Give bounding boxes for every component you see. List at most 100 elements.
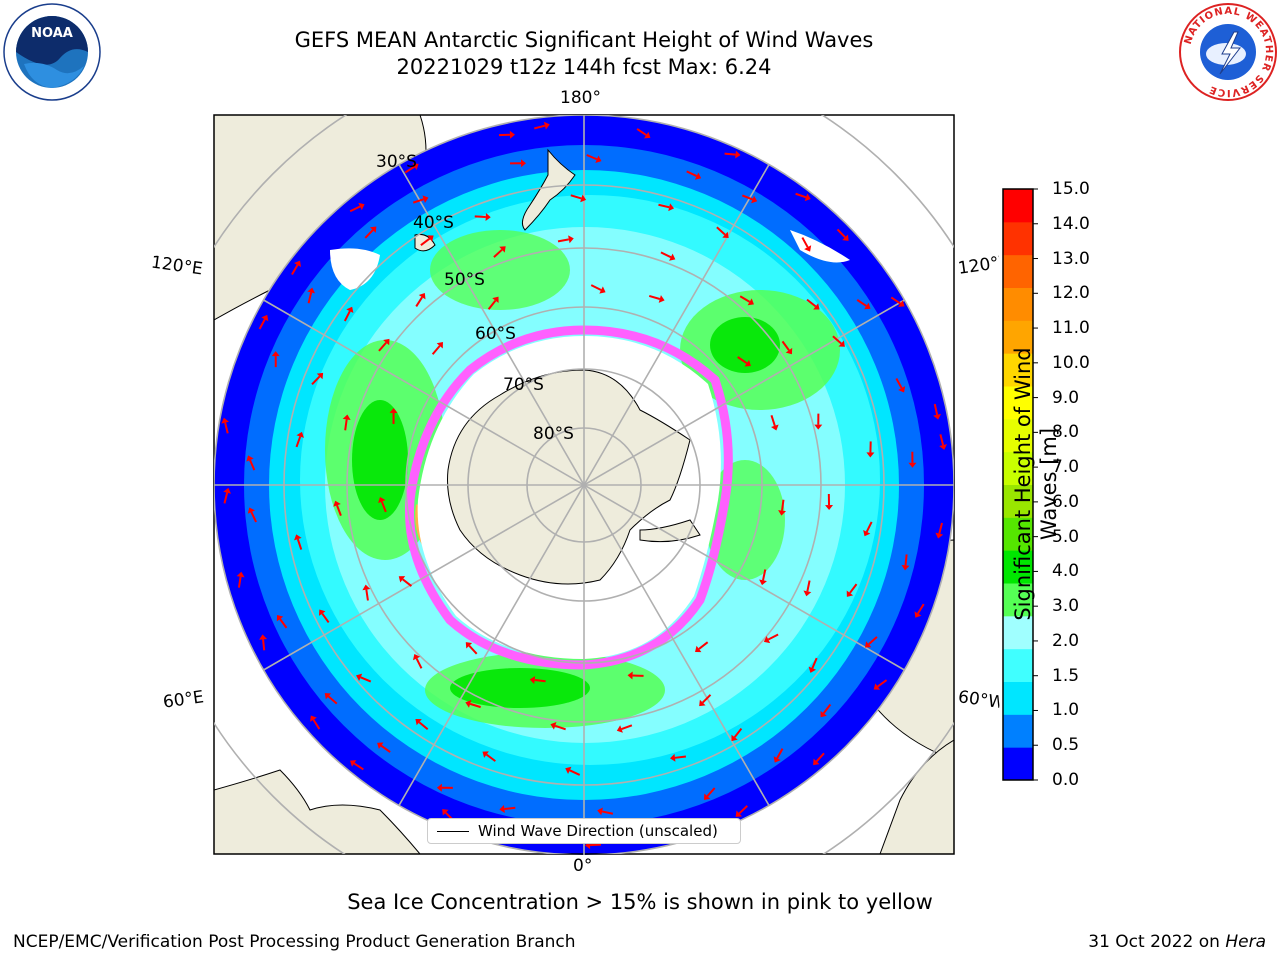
colorbar-tick-label: 9.0 <box>1052 387 1080 408</box>
wind-wave-arrow <box>570 194 587 203</box>
wind-wave-arrow <box>510 159 527 168</box>
colorbar-tick-label: 14.0 <box>1052 213 1090 234</box>
colorbar-tick-label: 1.5 <box>1052 665 1080 686</box>
wind-wave-arrow <box>914 603 925 618</box>
wind-wave-arrow <box>865 636 878 648</box>
wind-wave-arrow <box>856 299 871 310</box>
colorbar-swatch <box>1003 418 1033 453</box>
wind-wave-arrow <box>873 679 888 690</box>
colorbar <box>1002 188 1038 781</box>
colorbar-swatch <box>1003 747 1033 781</box>
nws-logo: NATIONAL WEATHER SERVICE <box>1179 3 1277 101</box>
wind-wave-arrow <box>389 407 398 424</box>
wind-wave-arrow <box>493 246 506 258</box>
wind-wave-arrow <box>533 121 550 130</box>
wind-wave-arrow <box>724 150 741 159</box>
wind-wave-arrow <box>259 634 268 651</box>
colorbar-tick-label: 0.0 <box>1052 770 1080 790</box>
wind-wave-arrow <box>236 571 245 588</box>
wind-wave-arrow <box>436 783 453 792</box>
wind-wave-arrow <box>808 657 818 673</box>
wind-wave-arrow <box>247 507 257 523</box>
wind-wave-arrow <box>246 455 256 471</box>
wind-wave-arrow <box>291 260 301 275</box>
colorbar-tick-label: 5.0 <box>1052 526 1080 547</box>
footer-date: 31 Oct 2022 on Hera <box>1088 932 1266 952</box>
wind-wave-arrow <box>939 434 947 450</box>
wind-wave-arrow <box>770 414 779 431</box>
wind-wave-arrow <box>863 521 873 537</box>
wind-wave-arrow <box>935 522 944 539</box>
colorbar-label: Significant Height of Wind Waves [m] <box>1011 347 1061 621</box>
noaa-logo-text: NOAA <box>31 26 73 41</box>
colorbar-tick-label: 13.0 <box>1052 248 1090 269</box>
colorbar-tick-label: 15.0 <box>1052 179 1090 199</box>
lon-label-0: 0° <box>573 856 593 876</box>
wind-wave-arrow <box>933 403 942 420</box>
wind-wave-arrow <box>378 338 390 352</box>
wind-wave-arrow <box>836 228 849 241</box>
wind-wave-arrow <box>699 694 712 707</box>
colorbar-swatch <box>1003 583 1033 617</box>
wind-wave-arrow <box>318 609 330 624</box>
wind-wave-arrow <box>474 212 491 221</box>
colorbar-swatch <box>1003 221 1033 256</box>
wind-wave-arrow <box>781 340 793 355</box>
wind-wave-arrow <box>412 654 423 669</box>
colorbar-tick-label: 8.0 <box>1052 422 1080 443</box>
wind-wave-arrow <box>739 295 754 306</box>
legend-line-sample <box>437 831 469 832</box>
colorbar-swatch <box>1003 550 1033 584</box>
wind-wave-arrow <box>362 584 371 601</box>
colorbar-swatch <box>1003 681 1033 715</box>
lat-label-50s: 50°S <box>444 270 485 290</box>
wind-wave-arrow <box>324 693 338 705</box>
wind-wave-arrow <box>223 487 232 504</box>
wind-wave-arrow <box>627 671 644 680</box>
wind-wave-arrow <box>616 724 633 733</box>
wind-wave-arrow <box>716 226 729 239</box>
wind-wave-arrow <box>431 342 443 355</box>
colorbar-swatch <box>1003 451 1033 485</box>
wind-wave-arrow <box>648 294 665 303</box>
wind-wave-arrow <box>735 805 748 817</box>
wind-wave-arrow <box>586 154 602 163</box>
wind-wave-arrow <box>731 727 743 742</box>
wind-wave-arrow <box>349 202 365 213</box>
colorbar-swatch <box>1003 320 1033 354</box>
wind-wave-arrow <box>820 703 832 718</box>
colorbar-swatch <box>1003 287 1033 321</box>
wind-wave-arrow <box>806 298 820 310</box>
colorbar-tick-label: 0.5 <box>1052 735 1080 756</box>
colorbar-tick-label: 7.0 <box>1052 457 1080 478</box>
colorbar-swatch <box>1003 648 1033 682</box>
colorbar-swatch <box>1003 714 1033 748</box>
wind-wave-arrow <box>420 235 434 247</box>
wind-wave-arrow <box>350 760 364 771</box>
footer-date-text: 31 Oct 2022 on <box>1088 932 1220 952</box>
wind-wave-arrow <box>778 499 787 516</box>
colorbar-tick-label: 1.0 <box>1052 700 1080 721</box>
lat-label-80s: 80°S <box>533 424 574 444</box>
wind-wave-arrow <box>590 284 606 294</box>
map-legend: Wind Wave Direction (unscaled) <box>427 818 741 844</box>
wind-wave-arrow <box>356 673 372 683</box>
wind-wave-arrow <box>465 700 481 709</box>
wind-wave-arrow <box>378 496 387 513</box>
wind-wave-arrow <box>221 417 230 434</box>
wind-wave-arrow <box>763 633 779 644</box>
wind-wave-arrow <box>364 226 377 239</box>
wind-wave-arrow <box>670 753 687 762</box>
lat-label-60s: 60°S <box>475 324 516 344</box>
wind-wave-arrow <box>895 377 906 393</box>
wind-wave-arrow <box>741 194 758 204</box>
colorbar-tick-label: 10.0 <box>1052 352 1090 373</box>
lat-label-30s: 30°S <box>376 152 417 172</box>
meridians <box>214 115 954 855</box>
footer-credit: NCEP/EMC/Verification Post Processing Pr… <box>13 932 576 952</box>
wind-wave-arrow <box>398 576 413 587</box>
wind-wave-arrow <box>846 583 858 597</box>
colorbar-tick-label: 3.0 <box>1052 596 1080 617</box>
wind-wave-arrow <box>832 335 845 347</box>
